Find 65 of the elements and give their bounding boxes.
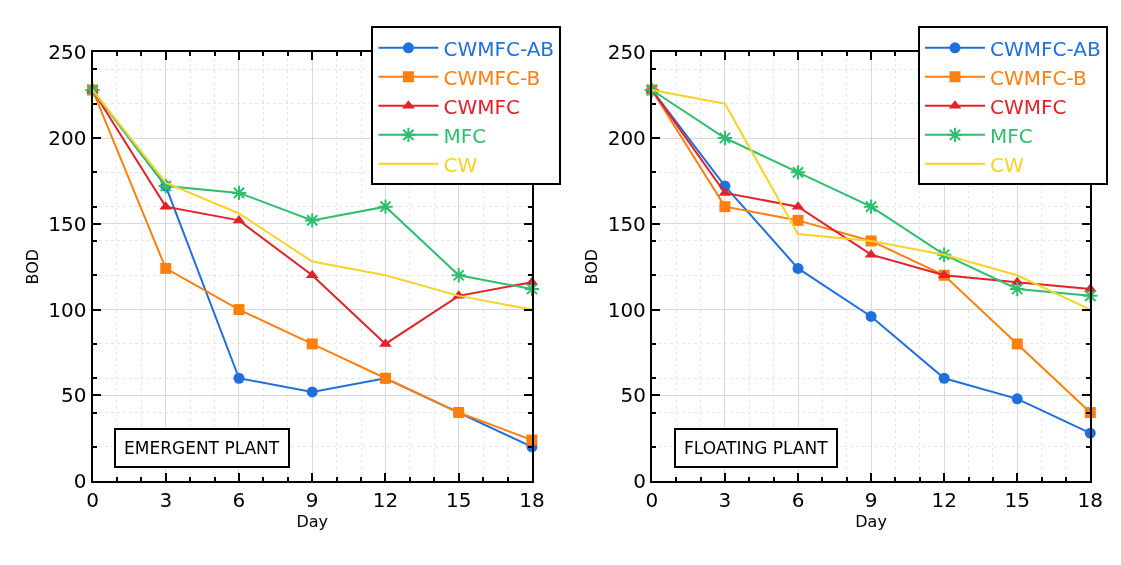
legend-label: CWMFC [990,94,1067,119]
annotation: EMERGENT PLANT [124,438,280,458]
point [792,262,804,274]
y-tick-label: 250 [48,40,87,65]
x-tick-label: 12 [372,488,399,513]
x-tick-label: 18 [519,488,545,513]
point [304,212,321,229]
legend-label: CWMFC [443,94,520,119]
legend-label: CW [443,152,478,177]
x-axis-title: Day [855,512,887,532]
x-tick-label: 15 [445,488,472,513]
point [233,372,245,384]
x-tick-label: 18 [1077,488,1104,513]
x-tick-label: 9 [864,488,878,513]
y-tick-label: 50 [620,383,646,408]
legend-label: MFC [990,123,1033,148]
y-tick-label: 150 [48,211,87,236]
legend-label: CWMFC-AB [443,36,555,61]
point [1082,287,1099,305]
y-tick-label: 0 [73,469,87,494]
x-tick-label: 6 [232,488,246,513]
point [938,372,950,384]
x-tick-label: 12 [931,488,957,513]
x-tick-label: 15 [1004,488,1030,513]
point [450,267,467,284]
point [232,214,246,224]
y-tick-label: 100 [48,297,87,322]
point [865,310,877,322]
x-tick-label: 9 [305,488,319,513]
legend-label: CWMFC-B [443,65,541,90]
point [306,338,318,350]
point [716,129,734,147]
y-tick-label: 150 [607,211,646,236]
annotation: FLOATING PLANT [684,438,829,458]
x-tick-label: 3 [159,488,173,513]
point [233,304,245,316]
point [935,246,953,263]
legend-label: CWMFC-AB [990,36,1101,61]
point [306,386,318,398]
y-tick-label: 200 [607,126,646,151]
point [1011,393,1023,405]
point [160,262,172,274]
y-axis-title: BOD [22,248,42,285]
y-tick-label: 0 [633,469,646,494]
point [792,214,804,226]
legend-label: CW [990,152,1024,177]
point [789,164,807,181]
point [230,184,248,202]
point [1009,280,1026,298]
y-tick-label: 200 [48,126,87,151]
legend-label: CWMFC-B [990,65,1087,90]
point [1011,338,1023,350]
point [862,198,880,215]
point [719,201,731,213]
point [377,198,394,215]
legend-label: MFC [443,123,487,148]
y-tick-label: 250 [607,40,646,65]
point [523,280,541,298]
x-tick-label: 3 [718,488,732,513]
x-tick-label: 6 [791,488,805,513]
point [305,269,319,279]
x-axis-title: Day [296,512,329,532]
y-tick-label: 50 [61,383,87,408]
y-axis-title: BOD [582,248,602,285]
y-tick-label: 100 [607,297,646,322]
